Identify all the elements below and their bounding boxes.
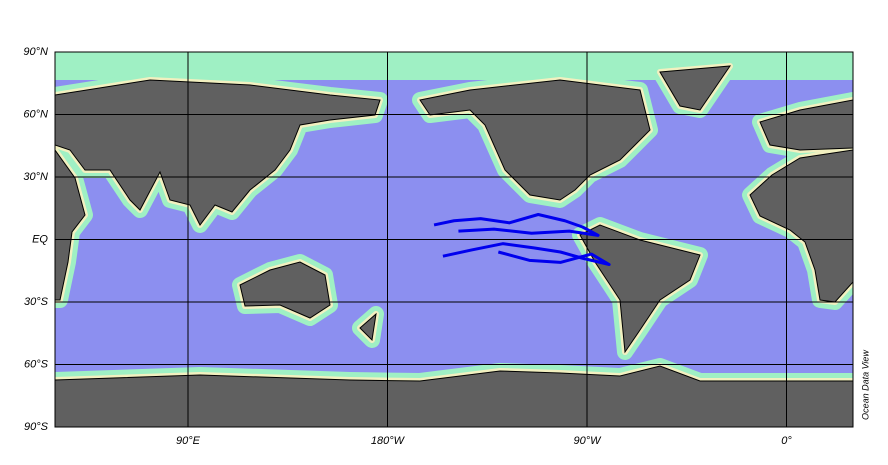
- lon-tick-label: 0°: [781, 435, 792, 447]
- lat-tick-label: 90°N: [23, 46, 48, 58]
- lon-tick-label: 90°E: [176, 435, 201, 447]
- frame: [54, 51, 854, 428]
- credit: Ocean Data View: [860, 350, 870, 420]
- lat-tick-label: 90°S: [24, 421, 49, 433]
- float-track: [433, 213, 600, 237]
- lon-tick-label: 180°W: [371, 435, 406, 447]
- map-area: [55, 52, 853, 427]
- lat-tick-label: 30°N: [23, 171, 48, 183]
- float-track: [442, 242, 611, 266]
- lat-tick-label: EQ: [32, 233, 48, 245]
- lat-tick-label: 60°N: [23, 108, 48, 120]
- grid: [55, 52, 853, 427]
- lat-tick-label: 30°S: [24, 296, 49, 308]
- lat-tick-label: 60°S: [24, 358, 49, 370]
- tracks: [433, 213, 611, 266]
- lon-tick-label: 90°W: [573, 435, 602, 447]
